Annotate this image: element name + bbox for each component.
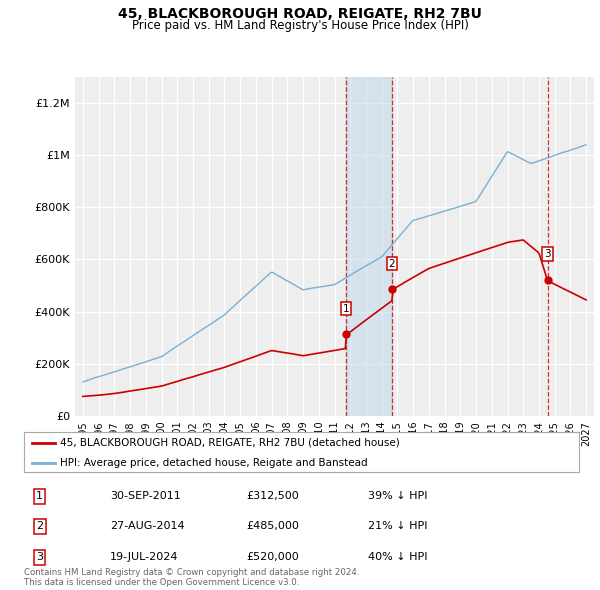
Text: £312,500: £312,500 (246, 491, 299, 501)
Text: 3: 3 (544, 250, 551, 260)
Text: 27-AUG-2014: 27-AUG-2014 (110, 522, 185, 532)
Text: Price paid vs. HM Land Registry's House Price Index (HPI): Price paid vs. HM Land Registry's House … (131, 19, 469, 32)
Bar (548, 77, 594, 416)
Text: 3: 3 (36, 552, 43, 562)
Text: 45, BLACKBOROUGH ROAD, REIGATE, RH2 7BU (detached house): 45, BLACKBOROUGH ROAD, REIGATE, RH2 7BU … (60, 438, 400, 448)
Text: 1: 1 (343, 303, 350, 313)
Text: HPI: Average price, detached house, Reigate and Banstead: HPI: Average price, detached house, Reig… (60, 458, 368, 468)
Text: 2: 2 (36, 522, 43, 532)
Text: 21% ↓ HPI: 21% ↓ HPI (368, 522, 428, 532)
Text: 2: 2 (389, 258, 395, 268)
Bar (346, 77, 392, 416)
Text: 30-SEP-2011: 30-SEP-2011 (110, 491, 181, 501)
Text: 40% ↓ HPI: 40% ↓ HPI (368, 552, 428, 562)
Text: £485,000: £485,000 (246, 522, 299, 532)
Text: 39% ↓ HPI: 39% ↓ HPI (368, 491, 428, 501)
Text: 45, BLACKBOROUGH ROAD, REIGATE, RH2 7BU: 45, BLACKBOROUGH ROAD, REIGATE, RH2 7BU (118, 7, 482, 21)
Text: Contains HM Land Registry data © Crown copyright and database right 2024.
This d: Contains HM Land Registry data © Crown c… (24, 568, 359, 587)
Text: £520,000: £520,000 (246, 552, 299, 562)
Text: 1: 1 (36, 491, 43, 501)
Text: 19-JUL-2024: 19-JUL-2024 (110, 552, 179, 562)
